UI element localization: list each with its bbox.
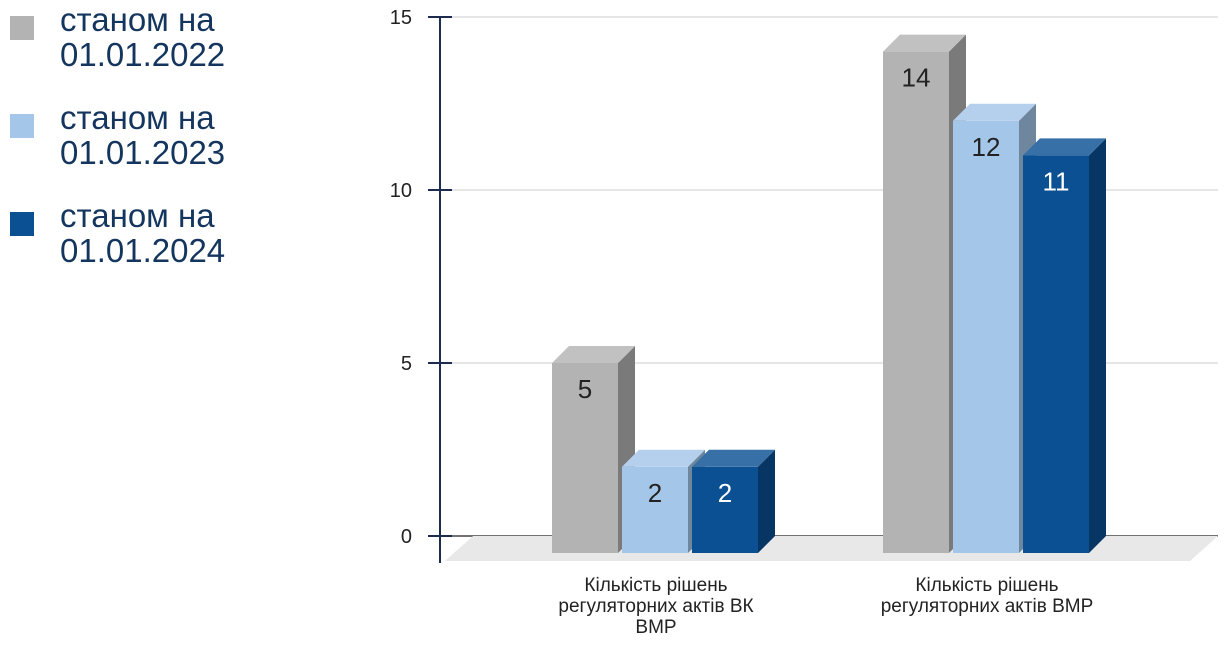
bar-top-0-0 <box>552 346 635 363</box>
bar-top-0-1 <box>622 449 705 467</box>
bar-top-1-2 <box>1023 138 1106 156</box>
data-label-0-2: 2 <box>718 478 732 508</box>
tick-label-15: 15 <box>390 7 412 29</box>
bar-top-1-0 <box>883 34 966 52</box>
legend-label-2023: станом на 01.01.2023 <box>60 99 226 171</box>
category-label-line: Кількість рішень <box>915 575 1058 596</box>
data-label-0-0: 5 <box>578 374 592 404</box>
category-label-line: ВМР <box>635 617 676 638</box>
bar-1-2: 11 <box>1023 138 1106 553</box>
y-axis: 0 5 10 15 <box>390 7 452 563</box>
data-label-0-1: 2 <box>648 478 662 508</box>
category-label-0: Кількість рішень регуляторних актів ВК ВМР <box>558 575 753 638</box>
tick-label-5: 5 <box>401 353 412 375</box>
bar-front-1-1 <box>953 120 1019 554</box>
bar-front-0-1 <box>622 466 688 553</box>
legend-label-2024: станом на 01.01.2024 <box>60 197 226 269</box>
tick-label-0: 0 <box>401 526 412 548</box>
legend-item-2024: станом на 01.01.2024 <box>8 198 308 302</box>
legend-item-2022: станом на 01.01.2022 <box>8 2 308 106</box>
data-label-1-2: 11 <box>1043 166 1070 196</box>
bar-0-2: 2 <box>692 449 775 553</box>
bar-top-1-1 <box>953 103 1036 121</box>
data-label-1-1: 12 <box>972 132 1001 162</box>
tick-label-10: 10 <box>390 180 412 202</box>
category-label-1: Кількість рішень регуляторних актів ВМР <box>881 575 1094 617</box>
category-label-line: регуляторних актів ВК <box>558 596 753 617</box>
legend-swatch-2022 <box>10 16 34 40</box>
bar-front-0-2 <box>692 466 758 553</box>
bar-front-1-2 <box>1023 155 1089 553</box>
legend-label-2022: станом на 01.01.2022 <box>60 1 226 73</box>
category-label-line: Кількість рішень <box>584 575 727 596</box>
legend-item-2023: станом на 01.01.2023 <box>8 100 308 204</box>
bar-side-0-2 <box>758 449 775 553</box>
data-label-1-0: 14 <box>902 63 931 93</box>
bar-top-0-2 <box>692 449 775 467</box>
bar-front-0-0 <box>552 363 618 553</box>
legend-swatch-2023 <box>10 114 34 138</box>
category-label-line: регуляторних актів ВМР <box>881 596 1094 617</box>
bars: 5 2 2 14 12 11 <box>552 34 1106 554</box>
bar-side-1-2 <box>1089 138 1106 553</box>
legend: станом на 01.01.2022 станом на 01.01.202… <box>8 2 308 302</box>
x-axis-labels: Кількість рішень регуляторних актів ВК ВМР… <box>558 575 1093 638</box>
legend-swatch-2024 <box>10 212 34 236</box>
bar-front-1-0 <box>883 51 949 553</box>
